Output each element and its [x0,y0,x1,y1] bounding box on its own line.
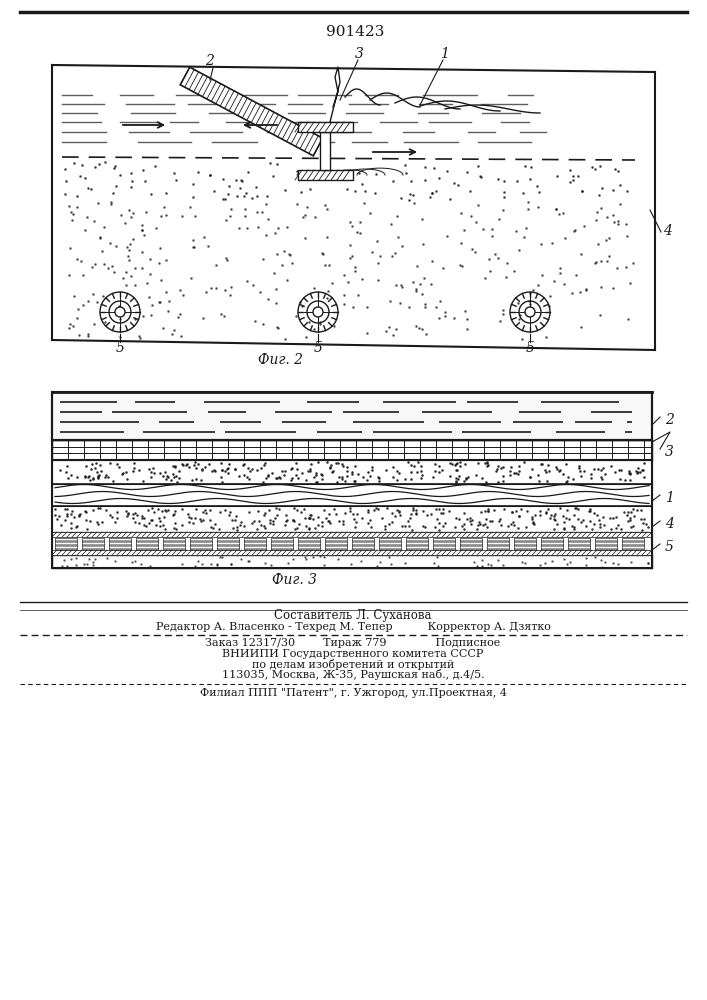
Text: 5: 5 [314,341,323,355]
Bar [514,538,536,550]
Text: 5: 5 [526,341,535,355]
Bar [52,550,652,555]
Bar [622,538,644,550]
Text: 2: 2 [665,413,674,427]
Bar [433,538,455,550]
Text: Заказ 12317/30        Тираж 779              Подписное: Заказ 12317/30 Тираж 779 Подписное [205,638,501,648]
Text: 901423: 901423 [326,25,384,39]
Bar [52,440,652,460]
Bar [406,538,428,550]
Polygon shape [180,67,322,156]
Bar [460,538,482,550]
Circle shape [525,307,535,317]
Text: 4: 4 [665,517,674,531]
Text: ВНИИПИ Государственного комитета СССР: ВНИИПИ Государственного комитета СССР [222,649,484,659]
Bar [52,532,652,537]
Bar [244,538,266,550]
Bar [52,392,652,440]
Bar [52,555,652,568]
Bar [52,506,652,532]
Bar [52,460,652,484]
Text: 113035, Москва, Ж-35, Раушская наб., д.4/5.: 113035, Москва, Ж-35, Раушская наб., д.4… [222,670,484,680]
Text: 3: 3 [665,445,674,459]
Bar [55,538,77,550]
Bar [541,538,563,550]
Bar [82,538,104,550]
Bar [595,538,617,550]
Bar [52,484,652,506]
Text: по делам изобретений и открытий: по делам изобретений и открытий [252,658,454,670]
Bar [136,538,158,550]
Text: 1: 1 [665,491,674,505]
Bar [52,532,652,555]
Bar [217,538,239,550]
Bar [320,132,330,170]
Bar [352,538,374,550]
Bar [109,538,131,550]
Bar [298,122,353,132]
Bar [568,538,590,550]
Bar [190,538,212,550]
Text: Составитель Л. Суханова: Составитель Л. Суханова [274,608,432,621]
Bar [325,538,347,550]
Text: Фиг. 3: Фиг. 3 [272,573,317,587]
Bar [163,538,185,550]
Text: 3: 3 [355,47,364,61]
Circle shape [313,307,323,317]
Bar [271,538,293,550]
Circle shape [115,307,125,317]
Text: Редактор А. Власенко - Техред М. Тепер          Корректор А. Дзятко: Редактор А. Власенко - Техред М. Тепер К… [156,622,551,632]
Text: 4: 4 [663,224,672,238]
Bar [298,538,320,550]
Text: 1: 1 [440,47,449,61]
Text: Фиг. 2: Фиг. 2 [257,353,303,367]
Text: 2: 2 [205,54,214,68]
Bar [487,538,509,550]
Text: Филиал ППП "Патент", г. Ужгород, ул.Проектная, 4: Филиал ППП "Патент", г. Ужгород, ул.Прое… [199,688,506,698]
Bar [298,170,353,180]
Bar [379,538,401,550]
Text: 5: 5 [116,341,125,355]
Text: 5: 5 [665,540,674,554]
